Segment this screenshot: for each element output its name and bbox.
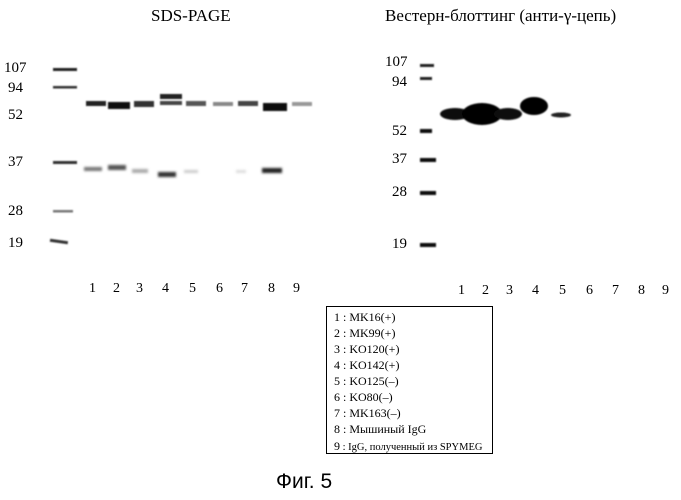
legend-item: 3 : KO120(+)	[334, 342, 399, 357]
wb-signal-bands	[440, 97, 571, 125]
sds-lane2-light	[108, 165, 126, 170]
sds-lane5-heavy	[186, 101, 206, 106]
legend-item: 5 : KO125(–)	[334, 374, 399, 389]
wb-lane-label-3: 3	[506, 283, 513, 299]
wb-lane-label-6: 6	[586, 283, 593, 299]
wb-ladder-band-37	[420, 158, 436, 162]
legend-text: KO125(–)	[349, 374, 398, 388]
wb-lane-label-1: 1	[458, 283, 465, 299]
figure-caption: Фиг. 5	[276, 470, 332, 494]
legend-text: MK99(+)	[349, 326, 395, 340]
legend-item: 2 : MK99(+)	[334, 326, 395, 341]
sds-lane3-light	[132, 169, 148, 173]
sds-lane3-heavy	[134, 101, 154, 107]
sds-light-chain-bands	[84, 165, 282, 177]
legend-number: 7	[334, 406, 340, 421]
legend-text: IgG, полученный из SPYMEG	[348, 442, 482, 453]
sds-ladder	[50, 68, 77, 244]
sds-lane6-heavy	[213, 102, 233, 106]
legend-item: 7 : MK163(–)	[334, 406, 401, 421]
sds-ladder-band-19	[50, 239, 68, 244]
legend-item: 6 : KO80(–)	[334, 390, 393, 405]
sds-lane5-light	[184, 170, 198, 173]
legend-text: Мышиный IgG	[349, 422, 426, 436]
wb-lane3-signal	[494, 108, 522, 120]
legend-text: MK163(–)	[349, 406, 400, 420]
sds-lane-label-4: 4	[162, 281, 169, 297]
sds-lane4-heavy-upper	[160, 94, 182, 99]
wb-lane5-signal	[551, 113, 571, 118]
sds-lane8-light	[262, 168, 282, 173]
legend-number: 9	[334, 439, 340, 454]
wb-ladder-band-94	[420, 77, 432, 80]
legend-number: 1	[334, 310, 340, 325]
sds-lane9-heavy	[292, 102, 312, 106]
legend-number: 3	[334, 342, 340, 357]
legend-number: 6	[334, 390, 340, 405]
sds-lane7-light	[236, 170, 246, 173]
sds-lane4-heavy-lower	[160, 101, 182, 105]
sds-lane-label-2: 2	[113, 281, 120, 297]
sds-lane-label-9: 9	[293, 281, 300, 297]
wb-ladder-band-52	[420, 129, 432, 133]
legend-text: KO80(–)	[349, 390, 392, 404]
sds-lane7-heavy	[238, 101, 258, 106]
legend-number: 2	[334, 326, 340, 341]
legend-number: 8	[334, 422, 340, 437]
legend-number: 4	[334, 358, 340, 373]
sds-lane1-light	[84, 167, 102, 171]
wb-lane-label-8: 8	[638, 283, 645, 299]
wb-lane-label-9: 9	[662, 283, 669, 299]
legend-box: 1 : MK16(+) 2 : MK99(+) 3 : KO120(+) 4 :…	[326, 306, 493, 454]
wb-ladder-band-28	[420, 191, 436, 195]
sds-ladder-band-37	[53, 161, 77, 164]
sds-lane4-light	[158, 172, 176, 177]
legend-item: 8 : Мышиный IgG	[334, 422, 426, 437]
wb-ladder-band-107	[420, 64, 434, 67]
sds-ladder-band-28	[53, 210, 73, 213]
sds-lane-label-1: 1	[89, 281, 96, 297]
sds-lane-label-5: 5	[189, 281, 196, 297]
wb-ladder-band-19	[420, 243, 436, 247]
legend-item: 1 : MK16(+)	[334, 310, 395, 325]
sds-lane1-heavy	[86, 101, 106, 106]
wb-lane-label-5: 5	[559, 283, 566, 299]
wb-ladder	[420, 64, 436, 247]
legend-text: KO120(+)	[349, 342, 399, 356]
sds-lane2-heavy	[108, 102, 130, 109]
wb-lane-label-2: 2	[482, 283, 489, 299]
wb-lane-label-7: 7	[612, 283, 619, 299]
wb-lane4-signal	[520, 97, 548, 115]
sds-lane-label-7: 7	[241, 281, 248, 297]
sds-ladder-band-94	[53, 86, 77, 89]
wb-lane-label-4: 4	[532, 283, 539, 299]
sds-lane-label-6: 6	[216, 281, 223, 297]
legend-number: 5	[334, 374, 340, 389]
legend-item: 9 : IgG, полученный из SPYMEG	[334, 439, 482, 454]
sds-lane8-heavy	[263, 103, 287, 111]
sds-ladder-band-107	[53, 68, 77, 71]
legend-text: MK16(+)	[349, 310, 395, 324]
legend-text: KO142(+)	[349, 358, 399, 372]
sds-lane-label-8: 8	[268, 281, 275, 297]
sds-heavy-chain-bands	[86, 94, 312, 111]
sds-lane-label-3: 3	[136, 281, 143, 297]
legend-item: 4 : KO142(+)	[334, 358, 399, 373]
